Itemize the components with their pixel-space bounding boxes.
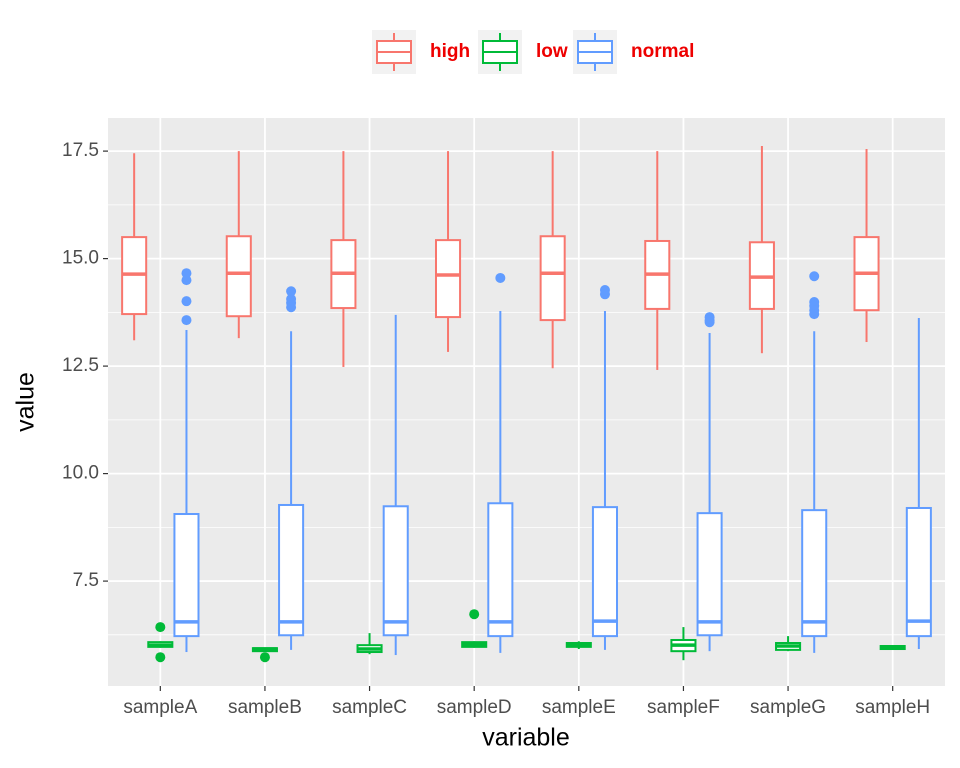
y-tick-label: 7.5 xyxy=(73,570,99,591)
x-tick-label: sampleA xyxy=(123,697,197,718)
x-tick-label: sampleE xyxy=(542,697,616,718)
y-tick-label: 10.0 xyxy=(62,463,99,484)
x-tick-label: sampleD xyxy=(437,697,512,718)
outlier xyxy=(181,315,192,326)
y-tick-label: 12.5 xyxy=(62,355,99,376)
y-tick-label: 17.5 xyxy=(62,140,99,161)
outlier xyxy=(286,302,297,313)
x-axis-title: variable xyxy=(482,724,570,752)
outlier xyxy=(599,289,610,300)
box xyxy=(905,506,932,638)
box xyxy=(382,505,409,637)
box xyxy=(225,235,252,318)
outlier xyxy=(181,275,192,286)
y-tick-label: 15.0 xyxy=(62,248,99,269)
outlier xyxy=(809,271,820,282)
x-tick-label: sampleH xyxy=(855,697,930,718)
box xyxy=(487,502,514,638)
outlier xyxy=(469,609,480,620)
box xyxy=(591,506,619,638)
y-axis-title: value xyxy=(12,372,40,432)
legend-label: normal xyxy=(631,41,694,62)
outlier xyxy=(495,272,506,283)
box xyxy=(801,509,828,638)
outlier xyxy=(181,268,192,279)
box xyxy=(696,512,723,637)
legend-label: high xyxy=(430,41,470,62)
outlier xyxy=(259,652,270,663)
x-tick-label: sampleF xyxy=(647,697,720,718)
box xyxy=(434,239,462,319)
outlier xyxy=(181,296,192,307)
box xyxy=(278,503,305,637)
x-tick-label: sampleC xyxy=(332,697,407,718)
outlier xyxy=(286,286,297,297)
outlier xyxy=(809,309,820,320)
box xyxy=(539,235,566,322)
x-tick-label: sampleB xyxy=(228,697,302,718)
box xyxy=(173,513,200,638)
outlier xyxy=(704,317,715,328)
outlier xyxy=(155,622,166,633)
legend-label: low xyxy=(536,41,568,62)
outlier xyxy=(155,652,166,663)
x-tick-label: sampleG xyxy=(750,697,826,718)
